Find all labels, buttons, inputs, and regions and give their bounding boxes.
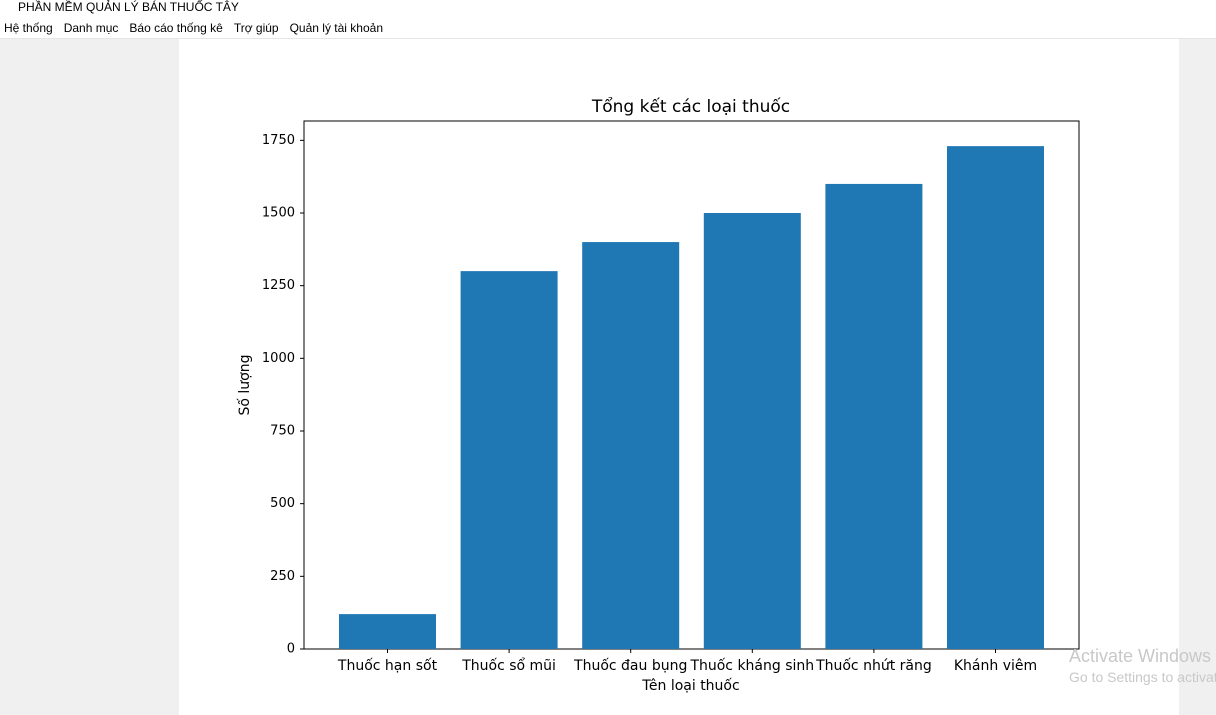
watermark-line: Activate Windows (1069, 646, 1212, 666)
menu-bar: Hệ thống Danh mục Báo cáo thống kê Trợ giúp… (0, 16, 1216, 39)
watermark-line: Go to Settings to activate Windows. (1069, 669, 1216, 685)
menu-item[interactable]: Quản lý tài khoản (289, 21, 383, 35)
menu-item[interactable]: Báo cáo thống kê (129, 21, 223, 35)
x-tick-label: Thuốc hạn sốt (337, 657, 438, 674)
bar (947, 146, 1044, 649)
bar (825, 183, 923, 649)
y-tick-label: 1750 (262, 133, 295, 148)
bar (339, 614, 436, 649)
title-bar: PHẦN MỀM QUẢN LÝ BÁN THUỐC TÂY (0, 0, 1216, 16)
y-axis-label: Số lượng (236, 355, 253, 416)
axes-frame (303, 120, 1080, 650)
activation-watermark: Activate Windows Go to Settings to activ… (1069, 646, 1216, 685)
y-tick-label: 1500 (262, 205, 295, 220)
menu-item[interactable]: Trợ giúp (233, 21, 279, 35)
chart-title: Tổng kết các loại thuốc (591, 96, 790, 117)
x-tick-label: Khánh viêm (954, 658, 1037, 674)
y-tick-label: 1000 (262, 351, 295, 366)
bar (582, 242, 680, 649)
y-tick-label: 250 (270, 569, 295, 584)
x-axis-label: Tên loại thuốc (641, 677, 739, 694)
y-tick-label: 750 (270, 423, 295, 438)
y-tick-label: 500 (270, 496, 295, 511)
bar (703, 212, 801, 649)
x-tick-label: Thuốc sổ mũi (461, 657, 556, 674)
x-tick-label: Thuốc nhứt răng (815, 657, 932, 674)
window-title: PHẦN MỀM QUẢN LÝ BÁN THUỐC TÂY (18, 0, 239, 14)
menu-item[interactable]: Danh mục (63, 21, 119, 35)
menu-item[interactable]: Hệ thống (4, 21, 53, 35)
x-tick-label: Thuốc kháng sinh (689, 657, 814, 674)
bar (460, 271, 558, 649)
x-tick-label: Thuốc đau bụng (573, 657, 687, 674)
y-tick-label: 1250 (262, 278, 295, 293)
y-tick-label: 0 (287, 642, 295, 657)
